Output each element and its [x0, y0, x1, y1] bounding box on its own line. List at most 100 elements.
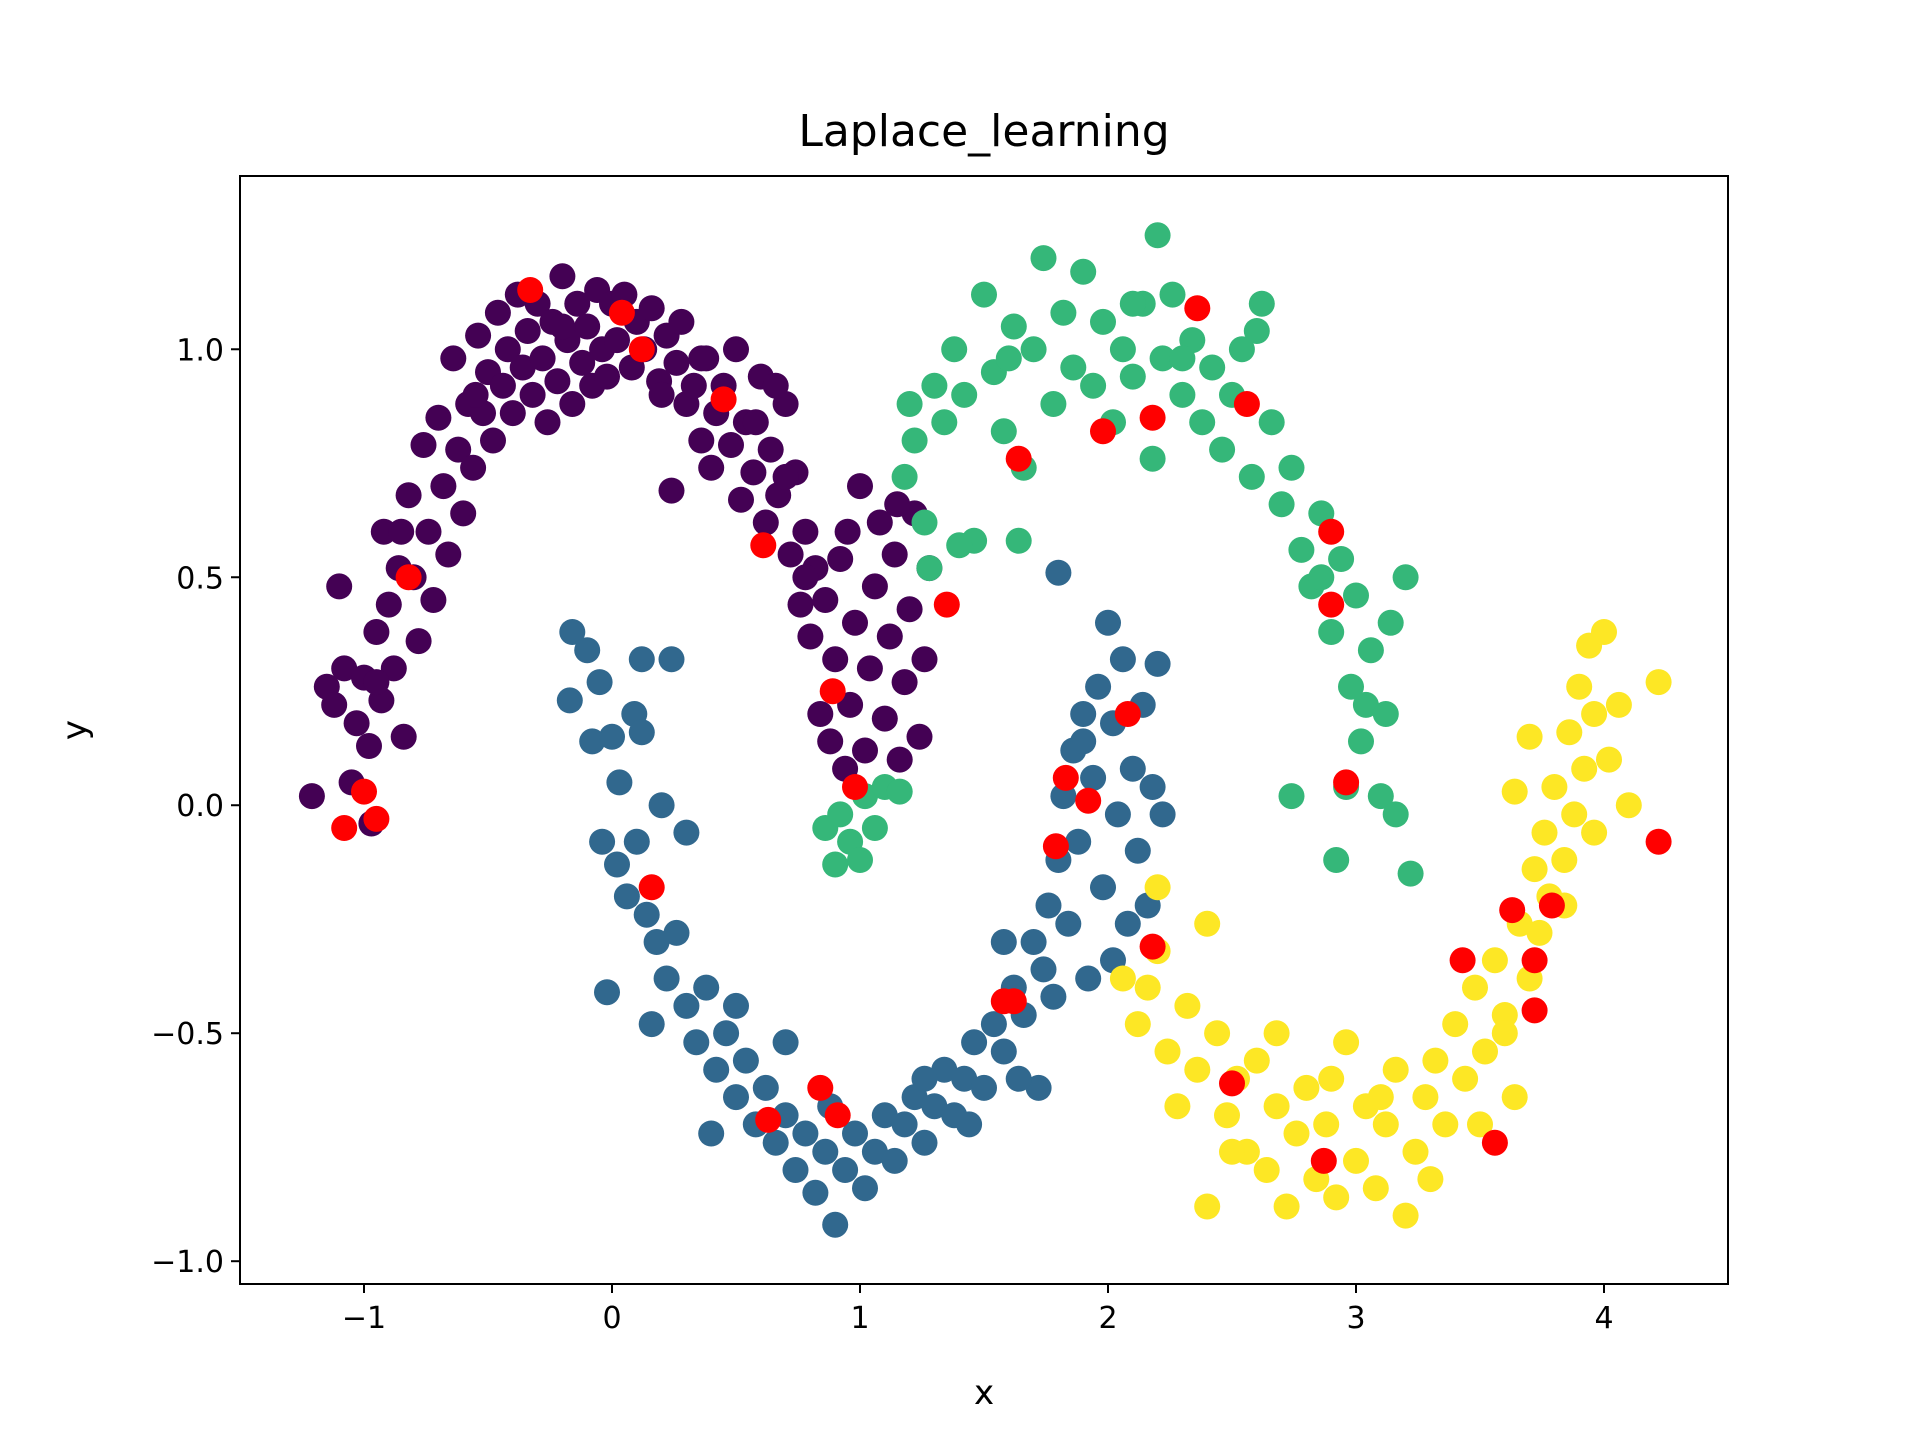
scatter-point: [1119, 755, 1146, 782]
scatter-point: [886, 746, 913, 773]
scatter-point: [1581, 819, 1608, 846]
scatter-point: [703, 1056, 730, 1083]
scatter-point: [1000, 313, 1027, 340]
scatter-point: [594, 363, 620, 390]
scatter-point: [1382, 1056, 1409, 1083]
scatter-point: [1005, 527, 1032, 554]
scatter-point: [807, 1074, 834, 1101]
scatter-point: [1338, 673, 1364, 700]
scatter-point: [410, 432, 437, 458]
scatter-point: [1442, 1011, 1469, 1038]
scatter-point: [1030, 956, 1057, 983]
scatter-point: [1318, 591, 1345, 618]
scatter-point: [1184, 295, 1211, 322]
scatter-point: [1263, 1093, 1290, 1120]
scatter-point: [586, 669, 613, 696]
scatter-point: [1501, 778, 1528, 805]
chart-title: Laplace_learning: [798, 106, 1169, 157]
scatter-point: [921, 372, 948, 399]
scatter-point: [1090, 308, 1116, 335]
scatter-point: [847, 473, 873, 500]
scatter-point: [1104, 801, 1131, 828]
scatter-point: [1581, 701, 1608, 727]
scatter-point: [549, 313, 576, 340]
scatter-point: [1258, 409, 1285, 436]
scatter-point: [1521, 997, 1548, 1024]
scatter-point: [1541, 774, 1568, 800]
scatter-point: [718, 432, 744, 458]
scatter-point: [489, 372, 516, 399]
scatter-point: [911, 1129, 938, 1156]
x-tick-label: 1: [850, 1301, 869, 1336]
scatter-point: [1060, 354, 1087, 381]
scatter-point: [861, 815, 888, 841]
scatter-point: [1283, 1120, 1310, 1147]
scatter-point: [594, 979, 620, 1006]
scatter-point: [1352, 691, 1379, 718]
scatter-point: [1139, 774, 1166, 800]
scatter-point: [742, 409, 769, 436]
scatter-point: [574, 313, 601, 340]
scatter-point: [1526, 919, 1553, 946]
scatter-point: [1194, 1193, 1221, 1220]
scatter-point: [1139, 933, 1166, 960]
scatter-point: [1472, 1038, 1498, 1065]
scatter-point: [564, 290, 591, 317]
scatter-point: [534, 409, 561, 436]
scatter-point: [658, 477, 685, 504]
y-axis-label: y: [55, 720, 95, 740]
scatter-point: [1417, 1166, 1444, 1193]
scatter-point: [1149, 801, 1176, 828]
scatter-point: [363, 619, 390, 645]
scatter-point: [1561, 801, 1588, 828]
scatter-point: [343, 710, 370, 737]
scatter-point: [1042, 833, 1069, 860]
scatter-point: [445, 436, 472, 463]
scatter-point: [812, 1138, 839, 1165]
scatter-point: [824, 1102, 851, 1129]
scatter-point: [896, 596, 923, 623]
scatter-point: [1392, 1202, 1419, 1229]
scatter-point: [351, 778, 377, 805]
scatter-point: [390, 723, 417, 750]
scatter-point: [559, 391, 586, 417]
scatter-point: [321, 691, 348, 718]
scatter-point: [1154, 1038, 1181, 1065]
scatter-point: [1243, 1047, 1270, 1074]
scatter-point: [884, 491, 911, 518]
scatter-point: [356, 733, 382, 759]
scatter-point: [1531, 819, 1558, 846]
scatter-point: [740, 459, 767, 486]
scatter-point: [638, 874, 665, 901]
scatter-point: [1481, 947, 1508, 974]
scatter-point: [363, 669, 390, 696]
scatter-point: [1209, 436, 1236, 463]
scatter-point: [1452, 1065, 1479, 1092]
scatter-point: [499, 400, 526, 427]
scatter-point: [1372, 1111, 1399, 1138]
scatter-point: [1367, 783, 1394, 810]
scatter-point: [1050, 299, 1077, 326]
scatter-point: [1491, 1020, 1518, 1047]
scatter-point: [1109, 646, 1136, 673]
scatter-point: [623, 828, 650, 855]
scatter-point: [852, 737, 878, 764]
scatter-point: [1645, 828, 1672, 855]
scatter-point: [842, 1120, 868, 1147]
scatter-point: [750, 532, 777, 559]
scatter-point: [430, 473, 457, 500]
scatter-point: [606, 769, 633, 796]
scatter-point: [856, 655, 883, 682]
scatter-point: [1278, 783, 1305, 810]
scatter-point: [723, 336, 749, 363]
scatter-point: [1343, 1147, 1369, 1174]
scatter-point: [579, 728, 606, 755]
scatter-point: [1164, 1093, 1191, 1120]
y-tick-label: −0.5: [151, 1017, 224, 1052]
scatter-point: [628, 336, 655, 363]
scatter-point: [1253, 1157, 1280, 1183]
scatter-point: [1402, 1138, 1429, 1165]
scatter-point: [514, 318, 541, 344]
scatter-point: [713, 1020, 740, 1047]
scatter-point: [1114, 910, 1141, 937]
